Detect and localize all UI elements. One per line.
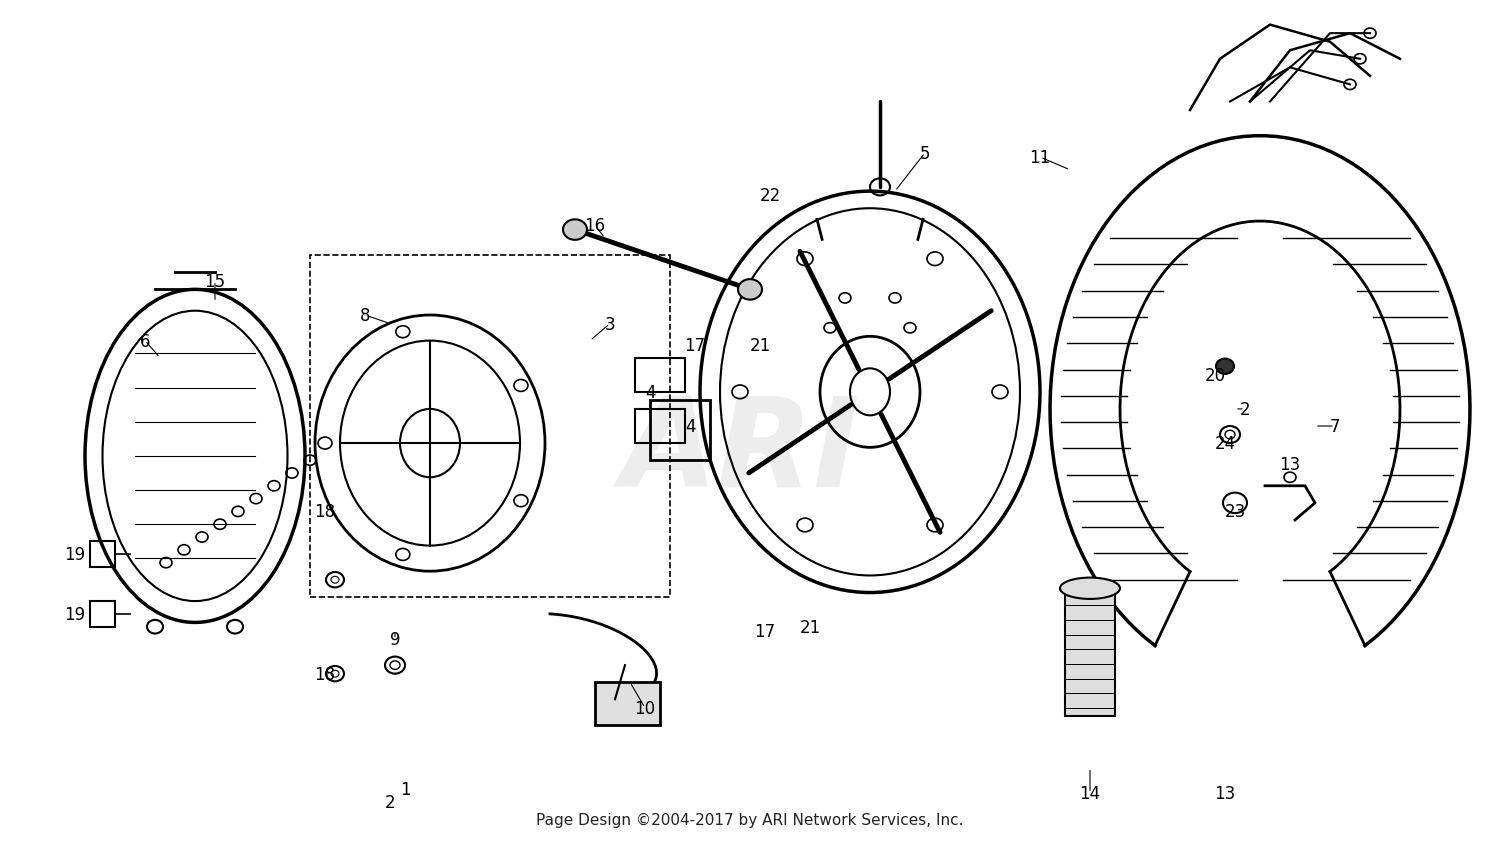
Text: 3: 3 <box>604 315 615 334</box>
Text: Page Design ©2004-2017 by ARI Network Services, Inc.: Page Design ©2004-2017 by ARI Network Se… <box>537 812 963 827</box>
Text: 23: 23 <box>1224 502 1245 521</box>
Bar <box>1065 589 1114 717</box>
Text: 15: 15 <box>204 272 225 291</box>
Bar <box>310 256 670 597</box>
Text: 24: 24 <box>1215 434 1236 453</box>
Text: 2: 2 <box>1239 400 1251 419</box>
Text: 1: 1 <box>399 780 411 798</box>
Text: 18: 18 <box>315 664 336 683</box>
Text: 19: 19 <box>64 605 86 624</box>
Text: 5: 5 <box>920 144 930 163</box>
Text: 22: 22 <box>759 187 780 206</box>
Text: 8: 8 <box>360 306 370 325</box>
Text: 19: 19 <box>64 545 86 564</box>
Circle shape <box>738 280 762 300</box>
Bar <box>90 542 116 567</box>
Text: 17: 17 <box>754 622 776 641</box>
Bar <box>650 401 710 461</box>
Bar <box>634 358 686 392</box>
Bar <box>596 682 660 725</box>
Text: 9: 9 <box>390 630 400 649</box>
Text: 2: 2 <box>384 792 396 811</box>
Text: 21: 21 <box>750 336 771 355</box>
Bar <box>90 601 116 627</box>
Bar <box>634 409 686 444</box>
Text: ARI: ARI <box>621 392 860 513</box>
Text: 11: 11 <box>1029 148 1050 167</box>
Circle shape <box>1216 359 1234 374</box>
Ellipse shape <box>1060 578 1120 599</box>
Text: 18: 18 <box>315 502 336 521</box>
Circle shape <box>562 220 586 241</box>
Text: 7: 7 <box>1329 417 1341 436</box>
Text: 10: 10 <box>634 699 656 717</box>
Text: 4: 4 <box>684 417 694 436</box>
Text: 20: 20 <box>1204 366 1225 385</box>
Text: 14: 14 <box>1080 784 1101 803</box>
Text: 16: 16 <box>585 217 606 235</box>
Text: 6: 6 <box>140 332 150 351</box>
Text: 21: 21 <box>800 618 820 636</box>
Text: 13: 13 <box>1280 456 1300 474</box>
Text: 4: 4 <box>645 383 656 402</box>
Text: 13: 13 <box>1215 784 1236 803</box>
Text: 17: 17 <box>684 336 705 355</box>
